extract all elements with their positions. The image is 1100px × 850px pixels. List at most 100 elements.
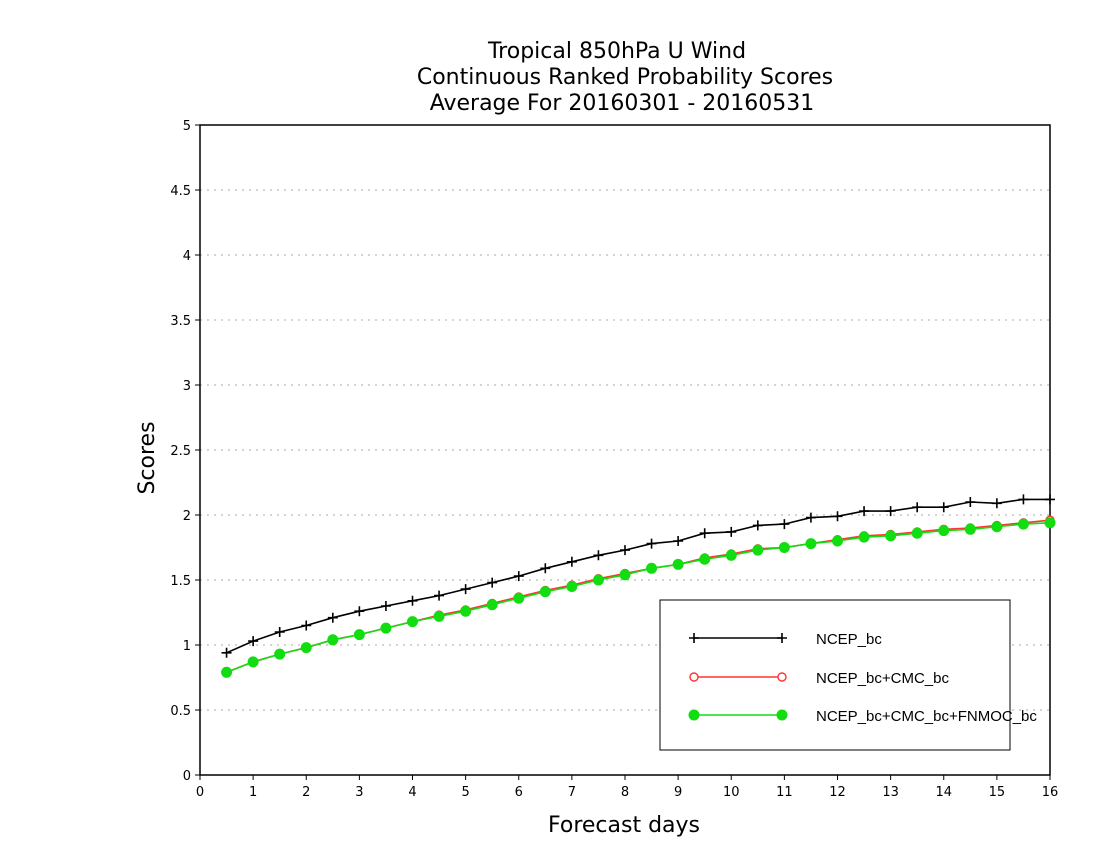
data-point [353,629,365,641]
data-point [673,536,684,546]
data-point [592,574,604,586]
data-point [301,620,312,631]
data-point [274,627,285,637]
data-point [689,672,699,682]
data-point [221,666,233,678]
data-point [885,506,896,517]
data-point [699,553,711,565]
data-point [513,592,525,604]
data-point [433,610,445,622]
legend-label: NCEP_bc+CMC_bc [816,670,949,687]
data-point [938,525,950,537]
x-axis-ticks: 0 1 2 3 4 5 6 7 8 9 10 11 12 13 14 15 16 [196,775,1058,800]
data-point [911,527,923,539]
legend-entry: NCEP_bc+CMC_bc+FNMOC_bc [688,708,1037,725]
data-point [327,612,338,623]
legend-box [659,599,1011,751]
data-point [486,599,498,611]
y-tick-label: 1.5 [170,574,191,589]
data-point [688,709,700,721]
data-point [689,633,699,643]
data-point [779,519,790,530]
data-point [965,497,976,507]
y-tick-label: 1 [183,639,191,654]
data-point [434,590,445,601]
y-tick-label: 3.5 [170,314,191,329]
y-tick-label: 4.5 [170,184,191,199]
data-point [407,616,418,628]
x-tick-label: 16 [1042,785,1059,800]
data-point [619,569,631,581]
data-point [699,528,710,539]
data-point [912,502,923,513]
data-point [832,535,843,547]
data-point [566,556,577,567]
data-point [540,563,551,574]
x-tick-label: 5 [461,785,469,800]
data-point [777,633,787,643]
data-point [221,647,232,658]
y-axis-ticks: 0 0.5 1 1.5 2 2.5 3 3.5 4 4.5 5 [170,119,200,784]
data-point [752,520,763,531]
legend-entry: NCEP_bc+CMC_bc [689,670,949,687]
data-point [380,622,392,634]
data-point [1018,494,1029,505]
data-point [991,498,1002,509]
data-point [858,531,870,543]
data-point [752,544,764,556]
data-point [354,606,365,617]
y-axis-label: Scores [135,421,160,494]
x-tick-label: 15 [989,785,1006,800]
data-point [300,642,312,654]
x-tick-label: 7 [568,785,576,800]
x-tick-label: 8 [621,785,629,800]
data-point [776,709,788,721]
data-point [247,656,259,668]
x-tick-label: 6 [515,785,523,800]
data-point [460,584,471,595]
data-point [777,672,787,682]
data-point [487,577,498,588]
legend-entry: NCEP_bc [689,631,882,648]
data-point [646,562,658,574]
data-point [725,549,737,561]
x-tick-label: 1 [249,785,257,800]
y-tick-label: 0.5 [170,704,191,719]
series-NCEP_bc [221,494,1055,658]
data-point [646,538,657,549]
data-point [593,550,604,561]
data-point [274,648,286,660]
data-point [1017,518,1029,530]
data-point [832,511,843,522]
data-point [885,530,897,542]
x-tick-label: 14 [935,785,952,800]
data-point [1044,517,1056,529]
chart-title-line-3: Average For 20160301 - 20160531 [430,91,815,116]
data-point [991,521,1003,533]
data-point [380,601,391,611]
x-tick-label: 4 [408,785,416,800]
x-tick-label: 3 [355,785,363,800]
data-point [859,506,870,517]
data-point [805,512,816,523]
data-point [620,545,630,556]
data-point [566,581,578,592]
series-layer [221,494,1056,678]
chart-title-line-2: Continuous Ranked Probability Scores [417,65,833,90]
data-point [539,586,551,598]
data-point [938,502,949,513]
y-tick-label: 2.5 [170,444,191,459]
data-point [327,634,339,646]
y-tick-label: 5 [183,119,191,134]
legend-label: NCEP_bc [816,631,882,648]
data-point [1045,494,1055,505]
x-tick-label: 12 [829,785,846,800]
x-tick-label: 9 [674,785,682,800]
data-point [805,538,817,550]
y-tick-label: 3 [183,379,191,394]
data-point [964,523,976,535]
x-tick-label: 10 [723,785,740,800]
data-point [778,542,790,553]
data-point [407,595,418,606]
